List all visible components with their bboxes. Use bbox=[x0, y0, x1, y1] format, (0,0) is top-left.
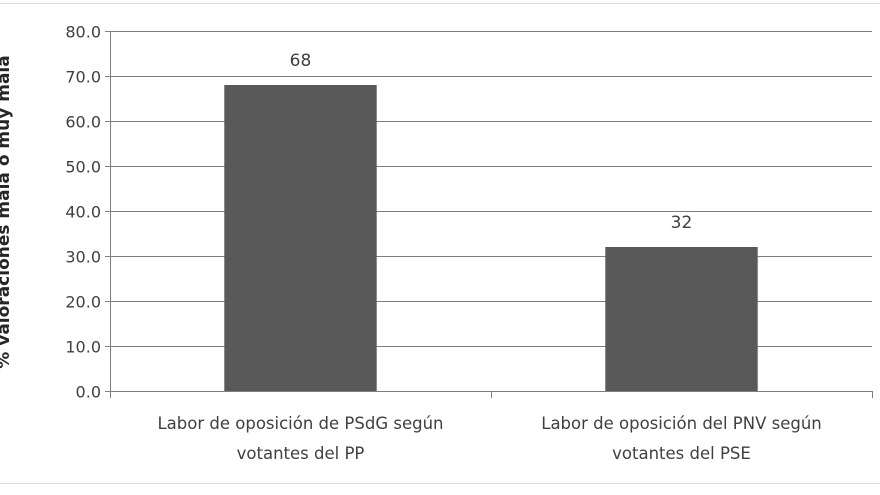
y-tick-label: 40.0 bbox=[65, 203, 101, 222]
bar-1 bbox=[224, 85, 377, 391]
data-label: 68 bbox=[290, 51, 312, 71]
category-label-1: Labor de oposición de PSdG según votantes… bbox=[157, 414, 443, 463]
y-tick-label: 80.0 bbox=[65, 23, 101, 42]
y-axis-label: % valoraciones mala o muy mala bbox=[0, 55, 14, 368]
category-label-line: Labor de oposición del PNV según bbox=[541, 414, 821, 433]
category-label-line: votantes del PSE bbox=[612, 444, 751, 463]
y-tick-label: 0.0 bbox=[76, 383, 101, 402]
y-tick-label: 60.0 bbox=[65, 113, 101, 132]
category-label-line: Labor de oposición de PSdG según bbox=[157, 414, 443, 433]
y-tick-label: 70.0 bbox=[65, 68, 101, 87]
category-label-line: votantes del PP bbox=[237, 444, 365, 463]
category-label-2: Labor de oposición del PNV según votantes… bbox=[541, 414, 821, 463]
data-labels: 68 32 bbox=[290, 51, 693, 233]
y-tick-label: 50.0 bbox=[65, 158, 101, 177]
y-tick-label: 20.0 bbox=[65, 293, 101, 312]
y-tick-labels: 0.0 10.0 20.0 30.0 40.0 50.0 60.0 70.0 80.0 bbox=[65, 23, 101, 402]
y-tick-label: 30.0 bbox=[65, 248, 101, 267]
data-label: 32 bbox=[671, 213, 693, 233]
y-tick-label: 10.0 bbox=[65, 338, 101, 357]
axes bbox=[110, 31, 873, 398]
bar-2 bbox=[605, 247, 758, 391]
category-labels: Labor de oposición de PSdG según votantes… bbox=[157, 414, 821, 463]
bars bbox=[224, 85, 758, 391]
